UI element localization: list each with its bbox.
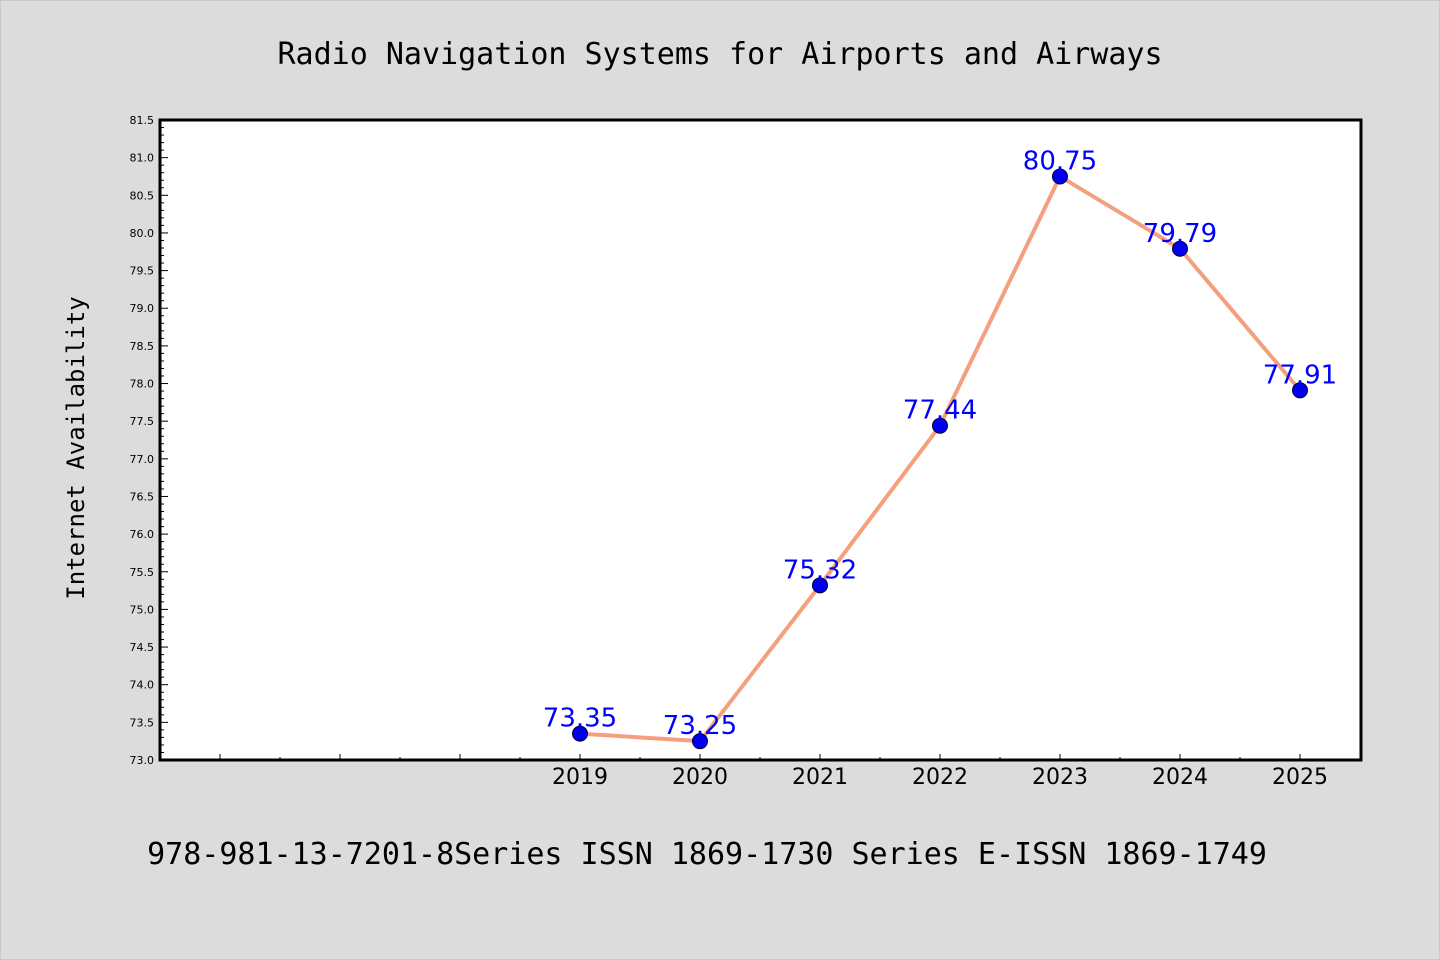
data-point-label: 75.32 — [783, 555, 857, 585]
y-tick-label: 76.0 — [130, 528, 155, 541]
y-tick-label: 78.0 — [130, 378, 155, 391]
y-tick-label: 74.0 — [130, 679, 155, 692]
plot-area — [160, 120, 1361, 760]
data-point-marker — [812, 577, 828, 594]
x-tick-label: 2020 — [672, 765, 728, 790]
x-tick-label: 2021 — [792, 765, 848, 790]
footer-text: 978-981-13-7201-8Series ISSN 1869-1730 S… — [147, 837, 1267, 872]
y-tick-label: 81.5 — [130, 114, 155, 127]
x-tick-label: 2023 — [1032, 765, 1088, 790]
y-tick-label: 79.0 — [130, 302, 155, 315]
y-tick-label: 74.5 — [130, 641, 155, 654]
data-point-marker — [1052, 168, 1068, 185]
data-point-label: 77.91 — [1263, 360, 1337, 390]
data-point-label: 79.79 — [1143, 219, 1217, 249]
x-tick-label: 2022 — [912, 765, 968, 790]
y-tick-label: 77.0 — [130, 453, 155, 466]
y-tick-label: 76.5 — [130, 490, 155, 503]
y-tick-label: 75.0 — [130, 603, 155, 616]
y-axis-label: Internet Availability — [62, 296, 90, 599]
y-tick-label: 77.5 — [130, 415, 155, 428]
data-point-marker — [692, 733, 708, 750]
y-tick-label: 79.5 — [130, 265, 155, 278]
y-tick-label: 75.5 — [130, 566, 155, 579]
data-point-label: 73.25 — [663, 711, 737, 741]
y-tick-label: 73.5 — [130, 716, 155, 729]
y-tick-label: 78.5 — [130, 340, 155, 353]
data-point-label: 77.44 — [903, 396, 977, 426]
chart-title: Radio Navigation Systems for Airports an… — [277, 37, 1162, 72]
x-tick-label: 2024 — [1152, 765, 1208, 790]
data-point-marker — [1292, 382, 1308, 399]
y-tick-label: 73.0 — [130, 754, 155, 767]
data-point-marker — [1172, 240, 1188, 257]
data-point-label: 80.75 — [1023, 146, 1097, 176]
y-tick-label: 80.0 — [130, 227, 155, 240]
data-point-marker — [572, 725, 588, 742]
data-point-marker — [932, 417, 948, 434]
y-tick-label: 80.5 — [130, 189, 155, 202]
plot-border — [158, 118, 1363, 762]
y-tick-label: 81.0 — [130, 152, 155, 165]
marker-layer — [572, 168, 1308, 750]
x-tick-label: 2025 — [1272, 765, 1328, 790]
data-point-label: 73.35 — [543, 704, 617, 734]
data-label-layer: 73.35 73.25 75.32 77.44 80.75 79.79 77.91 — [543, 146, 1337, 741]
x-tick-label: 2019 — [552, 765, 608, 790]
